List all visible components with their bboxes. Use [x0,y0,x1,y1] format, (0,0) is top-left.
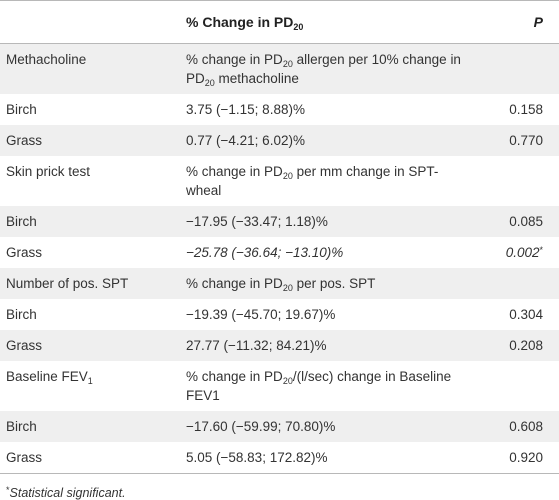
header-col1 [0,0,180,44]
row-p-value: 0.608 [509,419,543,434]
row-label: Methacholine [6,52,87,67]
row-value: % change in PD20 per mm change in SPT-wh… [180,156,480,206]
row-value: −25.78 (−36.64; −13.10)% [186,245,344,260]
table-row: Methacholine % change in PD20 allergen p… [0,43,559,95]
header-col2: % Change in PD20 [180,0,480,44]
table-body: Methacholine % change in PD20 allergen p… [0,43,559,474]
row-label: Birch [6,419,37,434]
table-row: Grass 0.77 (−4.21; 6.02)% 0.770 [0,125,559,156]
value-subscript: 20 [282,283,293,293]
header-row: % Change in PD20 P [0,0,559,44]
row-label: Birch [6,307,37,322]
header-col2-subscript: 20 [293,22,304,32]
header-col2-text: % Change in PD [186,14,294,30]
value-text: allergen per 10% change in PD [186,52,461,86]
value-text: per pos. SPT [292,276,376,291]
value-text: % change in PD [186,164,283,179]
value-text: % change in PD [186,369,283,384]
row-p-value: 0.920 [480,442,559,474]
row-p-value: 0.002* [480,237,559,268]
table-row: Birch −19.39 (−45.70; 19.67)% 0.304 [0,299,559,330]
row-p-value: 0.770 [509,133,543,148]
label-subscript: 1 [87,376,93,386]
table-row: Grass 27.77 (−11.32; 84.21)% 0.208 [0,330,559,361]
value-subscript: 20 [282,171,293,181]
value-subscript: 20 [282,59,293,69]
value-text: % change in PD [186,276,283,291]
row-value: % change in PD20 per pos. SPT [180,268,480,299]
table-row: Grass −25.78 (−36.64; −13.10)% 0.002* [0,237,559,268]
row-value: % change in PD20/(l/sec) change in Basel… [180,361,480,411]
header-p-value: P [480,0,559,44]
value-text: % change in PD [186,52,283,67]
table-row: Skin prick test % change in PD20 per mm … [0,156,559,206]
row-label: Grass [6,245,43,260]
table-row: Number of pos. SPT % change in PD20 per … [0,268,559,299]
row-p-value [480,44,559,95]
row-value: −17.95 (−33.47; 1.18)% [186,214,328,229]
value-text: per mm change in SPT-wheal [186,164,439,198]
row-p-value: 0.085 [509,214,543,229]
table-row: Baseline FEV1 % change in PD20/(l/sec) c… [0,361,559,411]
row-label: Number of pos. SPT [6,276,129,291]
row-label: Skin prick test [6,164,91,179]
value-subscript: 20 [282,376,293,386]
row-label: Grass [0,442,180,474]
row-label: Grass [6,133,43,148]
results-table: % Change in PD20 P Methacholine % change… [0,0,559,474]
table-row: Grass 5.05 (−58.83; 172.82)% 0.920 [0,442,559,474]
value-text: /(l/sec) change in Baseline FEV1 [186,369,452,403]
row-value: −19.39 (−45.70; 19.67)% [186,307,336,322]
table-row: Birch 3.75 (−1.15; 8.88)% 0.158 [0,94,559,125]
label-text: Baseline FEV [6,369,88,384]
row-p-value: 0.208 [509,338,543,353]
row-value: 5.05 (−58.83; 172.82)% [180,442,480,474]
p-value-text: 0.002 [505,245,540,260]
value-subscript: 20 [204,78,215,88]
row-label: Birch [6,102,37,117]
row-p-value [480,361,559,411]
row-value: 0.77 (−4.21; 6.02)% [186,133,305,148]
significance-mark: * [539,245,543,255]
row-p-value [480,156,559,206]
row-value: −17.60 (−59.99; 70.80)% [186,419,336,434]
table-header: % Change in PD20 P [0,0,559,44]
row-label: Birch [6,214,37,229]
row-p-value: 0.304 [509,307,543,322]
table-row: Birch −17.60 (−59.99; 70.80)% 0.608 [0,411,559,442]
row-p-value: 0.158 [509,102,543,117]
row-value: 27.77 (−11.32; 84.21)% [186,338,327,353]
row-value: 3.75 (−1.15; 8.88)% [186,102,305,117]
value-text: methacholine [214,71,299,86]
row-value: % change in PD20 allergen per 10% change… [180,44,480,95]
row-label: Baseline FEV1 [0,361,180,411]
row-label: Grass [6,338,43,353]
table-footnote: *Statistical significant. [0,486,559,500]
footnote-text: Statistical significant. [9,486,126,500]
table-row: Birch −17.95 (−33.47; 1.18)% 0.085 [0,206,559,237]
row-p-value [480,268,559,299]
